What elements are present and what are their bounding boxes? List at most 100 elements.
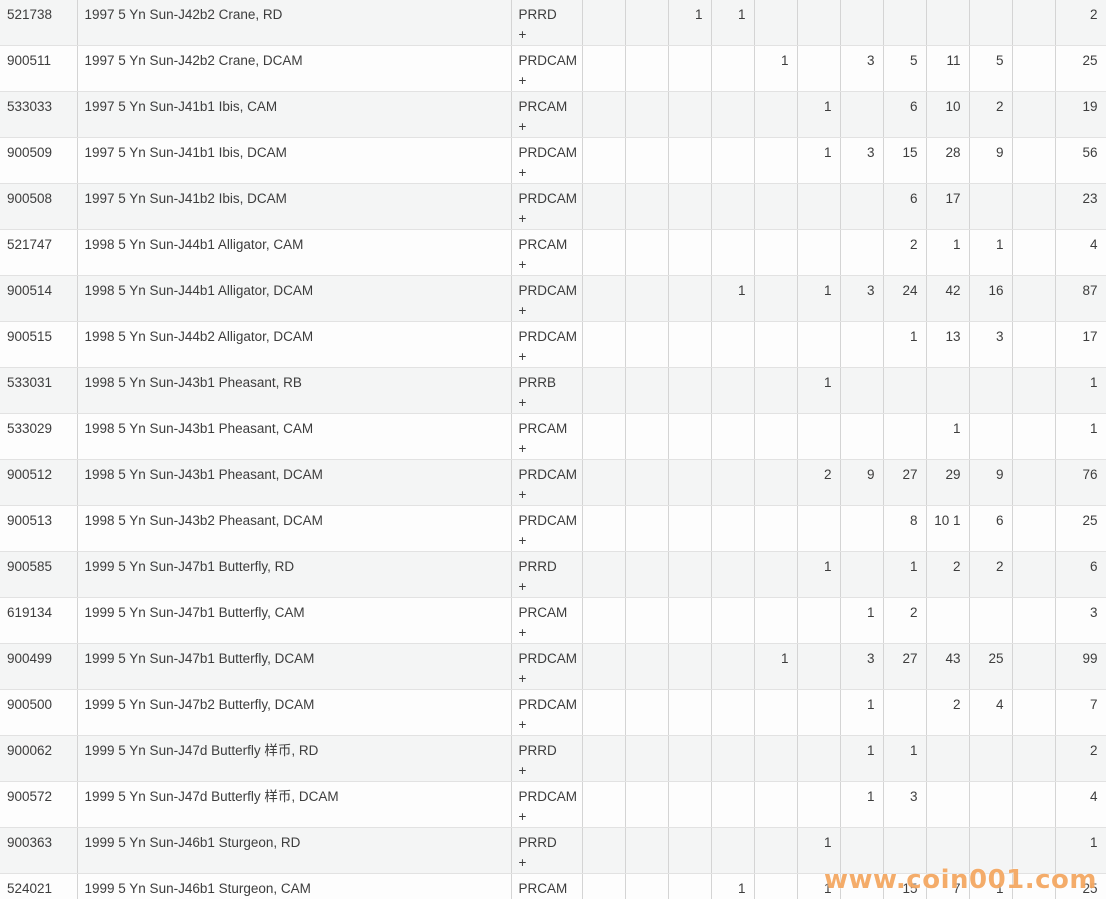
grade-count-cell (1012, 735, 1056, 782)
grade-count-cell (582, 137, 626, 184)
grade-label: PRDCAM (518, 651, 578, 666)
coin-id-link[interactable]: 900513 (0, 505, 78, 552)
coin-id-link[interactable]: 521747 (0, 229, 78, 276)
grade-count-cell (625, 551, 669, 598)
grade-count-cell (754, 367, 798, 414)
grade-designation: PRCAM + (511, 873, 583, 899)
grade-count-cell (668, 873, 712, 899)
grade-label: PRDCAM (518, 53, 578, 68)
total-count-cell: 99 (1055, 643, 1106, 690)
table-row: 900513 1998 5 Yn Sun-J43b2 Pheasant, DCA… (0, 505, 1106, 552)
grade-count-cell (926, 827, 970, 874)
coin-id-link[interactable]: 524021 (0, 873, 78, 899)
coin-id-link[interactable]: 900508 (0, 183, 78, 230)
grade-label: PRCAM (518, 881, 568, 896)
grade-count-cell (754, 459, 798, 506)
coin-id-link[interactable]: 900511 (0, 45, 78, 92)
coin-id-link[interactable]: 900515 (0, 321, 78, 368)
grade-count-cell (969, 735, 1013, 782)
grade-count-cell (625, 275, 669, 322)
grade-count-cell: 6 (883, 91, 927, 138)
grade-count-cell (625, 229, 669, 276)
grade-count-cell: 6 (969, 505, 1013, 552)
grade-count-cell (668, 367, 712, 414)
grade-plus-suffix: + (518, 257, 527, 272)
grade-label: PRRD (518, 835, 557, 850)
grade-count-cell (668, 689, 712, 736)
grade-label: PRRB (518, 375, 557, 390)
grade-count-cell: 1 (797, 137, 841, 184)
grade-count-cell (754, 0, 798, 46)
grade-count-cell: 2 (926, 689, 970, 736)
grade-count-cell (625, 183, 669, 230)
coin-id-link[interactable]: 900585 (0, 551, 78, 598)
grade-count-cell (668, 321, 712, 368)
grade-count-cell (668, 597, 712, 644)
grade-count-cell: 1 (840, 689, 884, 736)
grade-label: PRRD (518, 559, 557, 574)
coin-id-link[interactable]: 900499 (0, 643, 78, 690)
grade-designation: PRDCAM + (511, 689, 583, 736)
total-count-cell: 87 (1055, 275, 1106, 322)
grade-count-cell (668, 413, 712, 460)
grade-count-cell (625, 0, 669, 46)
grade-count-cell (754, 275, 798, 322)
coin-id-link[interactable]: 900512 (0, 459, 78, 506)
grade-label: PRCAM (518, 237, 568, 252)
grade-count-cell (883, 413, 927, 460)
coin-id-link[interactable]: 900062 (0, 735, 78, 782)
grade-plus-suffix: + (518, 441, 527, 456)
grade-count-cell (969, 183, 1013, 230)
grade-count-cell (582, 827, 626, 874)
table-row: 900512 1998 5 Yn Sun-J43b1 Pheasant, DCA… (0, 459, 1106, 506)
grade-count-cell: 2 (969, 551, 1013, 598)
coin-description: 1998 5 Yn Sun-J44b1 Alligator, CAM (77, 229, 512, 276)
coin-id-link[interactable]: 900509 (0, 137, 78, 184)
coin-id-link[interactable]: 900500 (0, 689, 78, 736)
coin-id-link[interactable]: 900363 (0, 827, 78, 874)
total-count-cell: 56 (1055, 137, 1106, 184)
grade-count-cell: 5 (969, 45, 1013, 92)
grade-count-cell: 1 (969, 229, 1013, 276)
coin-id-link[interactable]: 533033 (0, 91, 78, 138)
coin-id-link[interactable]: 900572 (0, 781, 78, 828)
grade-count-cell (754, 873, 798, 899)
grade-count-cell (926, 597, 970, 644)
coin-id-link[interactable]: 533029 (0, 413, 78, 460)
grade-count-cell (840, 873, 884, 899)
grade-count-cell (754, 827, 798, 874)
coin-id-link[interactable]: 521738 (0, 0, 78, 46)
grade-count-cell (797, 45, 841, 92)
total-count-cell: 7 (1055, 689, 1106, 736)
grade-label: PRDCAM (518, 145, 578, 160)
grade-count-cell (668, 137, 712, 184)
grade-count-cell: 42 (926, 275, 970, 322)
grade-count-cell: 15 (883, 873, 927, 899)
grade-count-cell (840, 229, 884, 276)
coin-id-link[interactable]: 533031 (0, 367, 78, 414)
grade-label: PRDCAM (518, 191, 578, 206)
grade-plus-suffix: + (518, 855, 527, 870)
coin-id-link[interactable]: 619134 (0, 597, 78, 644)
grade-count-cell (797, 735, 841, 782)
grade-count-cell (969, 781, 1013, 828)
table-row: 900363 1999 5 Yn Sun-J46b1 Sturgeon, RD … (0, 827, 1106, 874)
grade-count-cell (754, 551, 798, 598)
table-row: 900515 1998 5 Yn Sun-J44b2 Alligator, DC… (0, 321, 1106, 368)
grade-count-cell (582, 229, 626, 276)
grade-count-cell (797, 505, 841, 552)
grade-plus-suffix: + (518, 809, 527, 824)
grade-count-cell (754, 505, 798, 552)
grade-label: PRDCAM (518, 697, 578, 712)
total-count-cell: 25 (1055, 45, 1106, 92)
grade-count-cell (1012, 321, 1056, 368)
grade-count-cell (1012, 275, 1056, 322)
grade-count-cell (883, 689, 927, 736)
grade-count-cell: 24 (883, 275, 927, 322)
table-row: 533033 1997 5 Yn Sun-J41b1 Ibis, CAM PRC… (0, 91, 1106, 138)
grade-count-cell: 1 (883, 321, 927, 368)
coin-id-link[interactable]: 900514 (0, 275, 78, 322)
grade-count-cell (1012, 505, 1056, 552)
coin-description: 1997 5 Yn Sun-J41b1 Ibis, CAM (77, 91, 512, 138)
